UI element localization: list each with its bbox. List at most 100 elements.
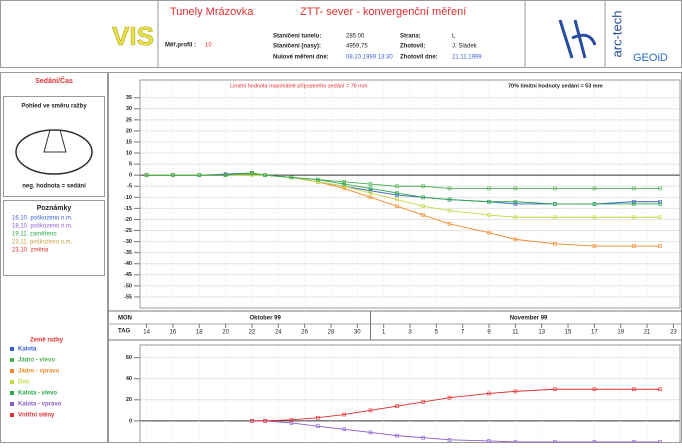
legend-label: Jádro - vpravo	[18, 369, 60, 375]
x-tick-label: 3	[408, 330, 412, 336]
x-tick-label: 30	[354, 330, 361, 336]
legend-label: Jádro - vlevo	[18, 358, 55, 364]
day-row-label: TAG	[118, 329, 131, 335]
series-line	[252, 421, 660, 442]
x-tick-label: 19	[617, 330, 624, 336]
field-label: Staničení tunelu:	[273, 34, 321, 40]
x-tick-label: 26	[301, 330, 308, 336]
series-line	[147, 173, 661, 246]
y-tick-label: 5	[129, 162, 132, 168]
field-value: 4959,75	[346, 44, 368, 50]
field-label: Strana:	[400, 34, 421, 40]
field-value: J. Sládek	[452, 44, 478, 50]
note: 16.10. poškozeno n.m.	[12, 216, 73, 222]
x-tick-label: 22	[249, 330, 256, 336]
x-tick-label: 7	[461, 330, 465, 336]
field-value: 21.11.1999	[452, 55, 482, 61]
y-tick-label: 0	[129, 418, 132, 424]
x-tick-label: 17	[591, 330, 598, 336]
y-tick-label: -10	[124, 195, 132, 201]
month-row-label: MON	[118, 316, 132, 322]
field-label: Zhotovil:	[400, 44, 425, 50]
x-tick-label: 15	[565, 330, 572, 336]
x-tick-label: 21	[644, 330, 651, 336]
x-tick-label: 28	[328, 330, 335, 336]
series-line	[147, 175, 661, 217]
note: 23.11. poškozeno n.m.	[12, 240, 73, 246]
logo-geoid: GEOiD	[633, 52, 668, 64]
note: 23.10. změna	[12, 248, 49, 254]
field-label: Nulové měření dne:	[273, 55, 329, 61]
legend-label: Kalota	[18, 347, 37, 353]
x-tick-label: 9	[487, 330, 491, 336]
y-tick-label: 10	[126, 151, 132, 157]
y-tick-label: -50	[124, 283, 132, 289]
legend-swatch	[10, 380, 14, 384]
x-tick-label: 5	[435, 330, 439, 336]
month-label: Oktober 99	[249, 316, 281, 322]
sidebar	[1, 73, 108, 443]
y-tick-label: -30	[124, 239, 132, 245]
view-title: Pohled ve směru ražby	[21, 104, 87, 110]
notes-title: Poznámky	[37, 205, 72, 212]
page: VIS Tunely Mrázovka ZTT- sever - konverg…	[0, 0, 682, 448]
y-tick-label: -25	[124, 228, 132, 234]
series-line	[252, 389, 660, 421]
y-tick-label: 20	[126, 128, 132, 134]
x-tick-label: 20	[222, 330, 229, 336]
x-tick-label: 18	[196, 330, 203, 336]
legend-title: Země ražby	[30, 338, 64, 344]
logo: VIS	[112, 21, 154, 51]
logo-arc-tech: arc-tech	[609, 11, 624, 58]
y-tick-label: 25	[126, 117, 132, 123]
title: Tunely Mrázovka	[170, 6, 254, 18]
y-tick-label: 40	[126, 376, 132, 382]
legend-label: Dno	[18, 380, 30, 386]
legend-swatch	[10, 358, 14, 362]
note: 19.11. zaměřeno	[12, 232, 57, 238]
annotation: 70% limitní hodnoty sedání = 53 mm	[508, 83, 603, 89]
legend-swatch	[10, 402, 14, 406]
annotation: Limitní hodnota maximálně přípustného se…	[230, 83, 368, 89]
y-tick-label: -40	[124, 261, 132, 267]
legend-swatch	[10, 391, 14, 395]
y-tick-label: 0	[129, 173, 132, 179]
x-tick-label: 16	[170, 330, 177, 336]
view-note: neg. hodnota = sedání	[22, 184, 86, 190]
sidebar-title: Sedání/Čas	[35, 76, 73, 85]
profile-value: 10	[205, 43, 212, 49]
month-label: November 99	[510, 316, 548, 322]
y-tick-label: -45	[124, 272, 132, 278]
x-tick-label: 11	[512, 330, 519, 336]
x-tick-label: 13	[538, 330, 545, 336]
y-tick-label: 30	[126, 106, 132, 112]
y-tick-label: 60	[126, 355, 132, 361]
y-tick-label: -55	[124, 294, 132, 300]
x-tick-label: 1	[382, 330, 386, 336]
legend-swatch	[10, 369, 14, 373]
x-tick-label: 24	[275, 330, 282, 336]
x-tick-label: 14	[143, 330, 150, 336]
y-tick-label: -20	[124, 217, 132, 223]
y-tick-label: -5	[127, 184, 132, 190]
field-label: Zhotovil dne:	[400, 55, 438, 61]
y-tick-label: -35	[124, 250, 132, 256]
legend-label: Kalota - vpravo	[18, 402, 62, 408]
note: 18.10. poškozeno n.m.	[12, 224, 73, 230]
profile-label: Měř.profil :	[165, 43, 196, 49]
field-value: 285 00	[346, 34, 365, 40]
subtitle: ZTT- sever - konvergenční měření	[300, 6, 466, 18]
x-tick-label: 23	[670, 330, 677, 336]
field-value: 08.10.1999 13:30	[346, 55, 393, 61]
y-tick-label: 35	[126, 95, 132, 101]
y-tick-label: -15	[124, 206, 132, 212]
chart-frame	[109, 73, 682, 443]
report: VIS Tunely Mrázovka ZTT- sever - konverg…	[0, 0, 682, 443]
legend-swatch	[10, 347, 14, 351]
legend-label: Kalota - vlevo	[18, 391, 57, 397]
field-label: Staničení (nasy):	[273, 44, 321, 50]
y-tick-label: 20	[126, 397, 132, 403]
legend-label: Vnitřní stěny	[18, 413, 55, 419]
legend-swatch	[10, 413, 14, 417]
y-tick-label: 15	[126, 139, 132, 145]
